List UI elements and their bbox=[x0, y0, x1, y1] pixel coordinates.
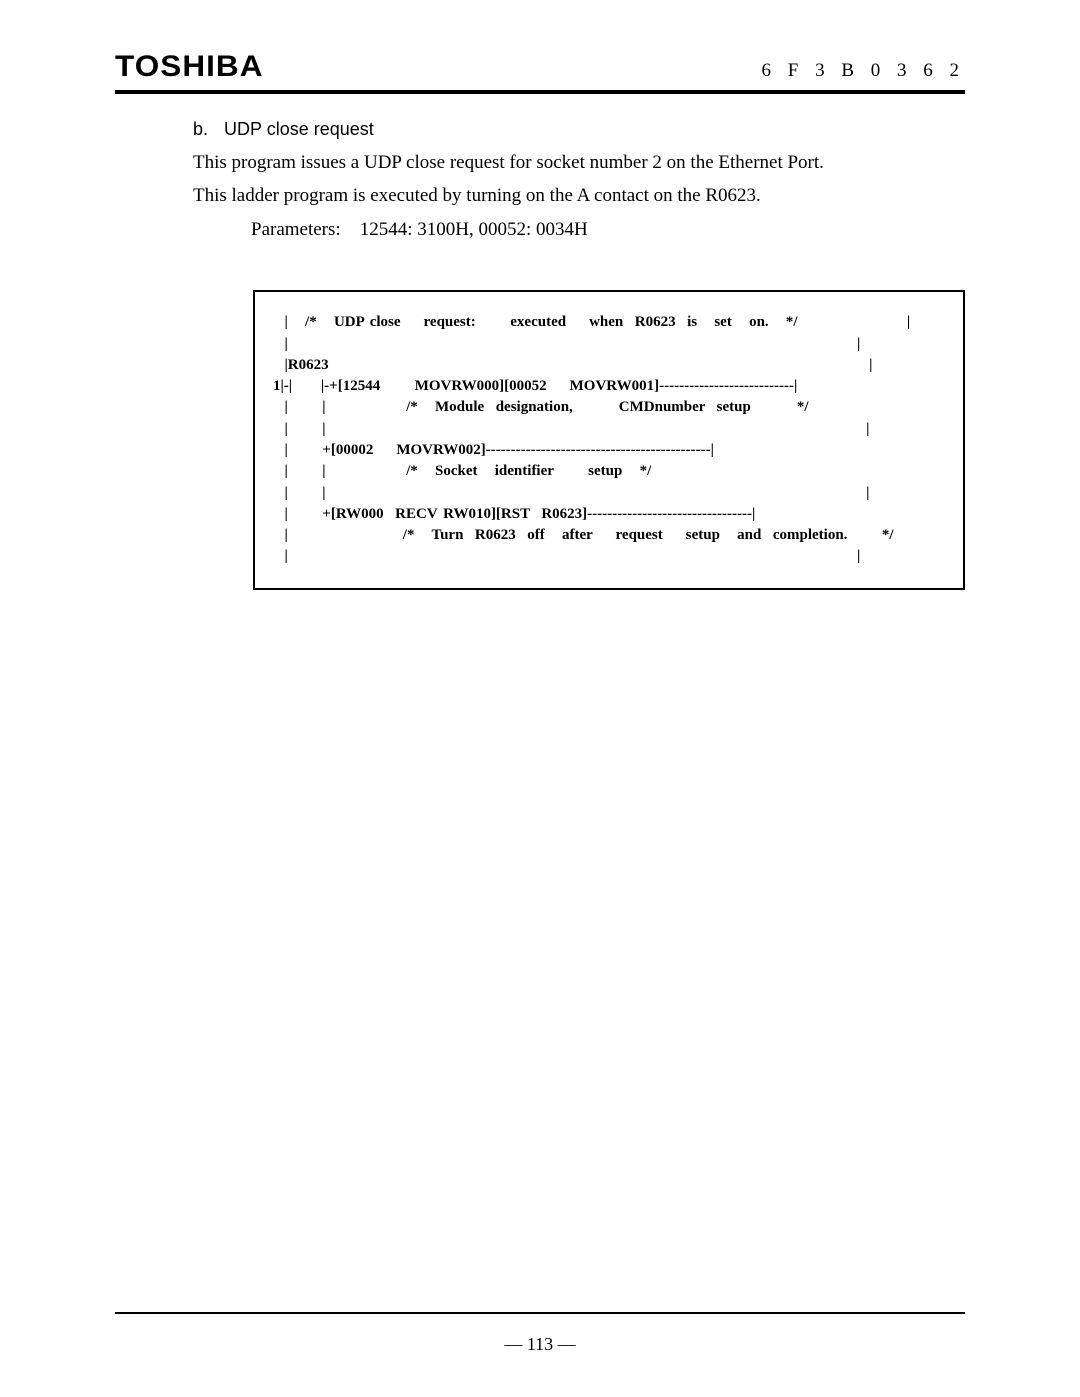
ladder-code-box: | /* UDP close request: executed when R0… bbox=[253, 290, 965, 590]
parameters-value: 12544: 3100H, 00052: 0034H bbox=[360, 219, 588, 240]
brand-logo: TOSHIBA bbox=[115, 50, 264, 84]
ladder-code: | /* UDP close request: executed when R0… bbox=[273, 312, 945, 568]
parameters-label: Parameters: bbox=[251, 219, 341, 240]
paragraph-2: This ladder program is executed by turni… bbox=[193, 181, 965, 210]
parameters-line: Parameters: 12544: 3100H, 00052: 0034H bbox=[193, 215, 965, 244]
section-title: UDP close request bbox=[224, 119, 374, 139]
header: TOSHIBA 6 F 3 B 0 3 6 2 bbox=[115, 50, 965, 90]
section-letter: b. bbox=[193, 116, 219, 144]
page-number: — 113 — bbox=[0, 1334, 1080, 1355]
paragraph-1: This program issues a UDP close request … bbox=[193, 148, 965, 177]
document-number: 6 F 3 B 0 3 6 2 bbox=[762, 60, 966, 82]
section-heading: b. UDP close request bbox=[193, 116, 965, 144]
body: b. UDP close request This program issues… bbox=[115, 94, 965, 590]
footer-rule bbox=[115, 1312, 965, 1314]
page: TOSHIBA 6 F 3 B 0 3 6 2 b. UDP close req… bbox=[0, 0, 1080, 1397]
